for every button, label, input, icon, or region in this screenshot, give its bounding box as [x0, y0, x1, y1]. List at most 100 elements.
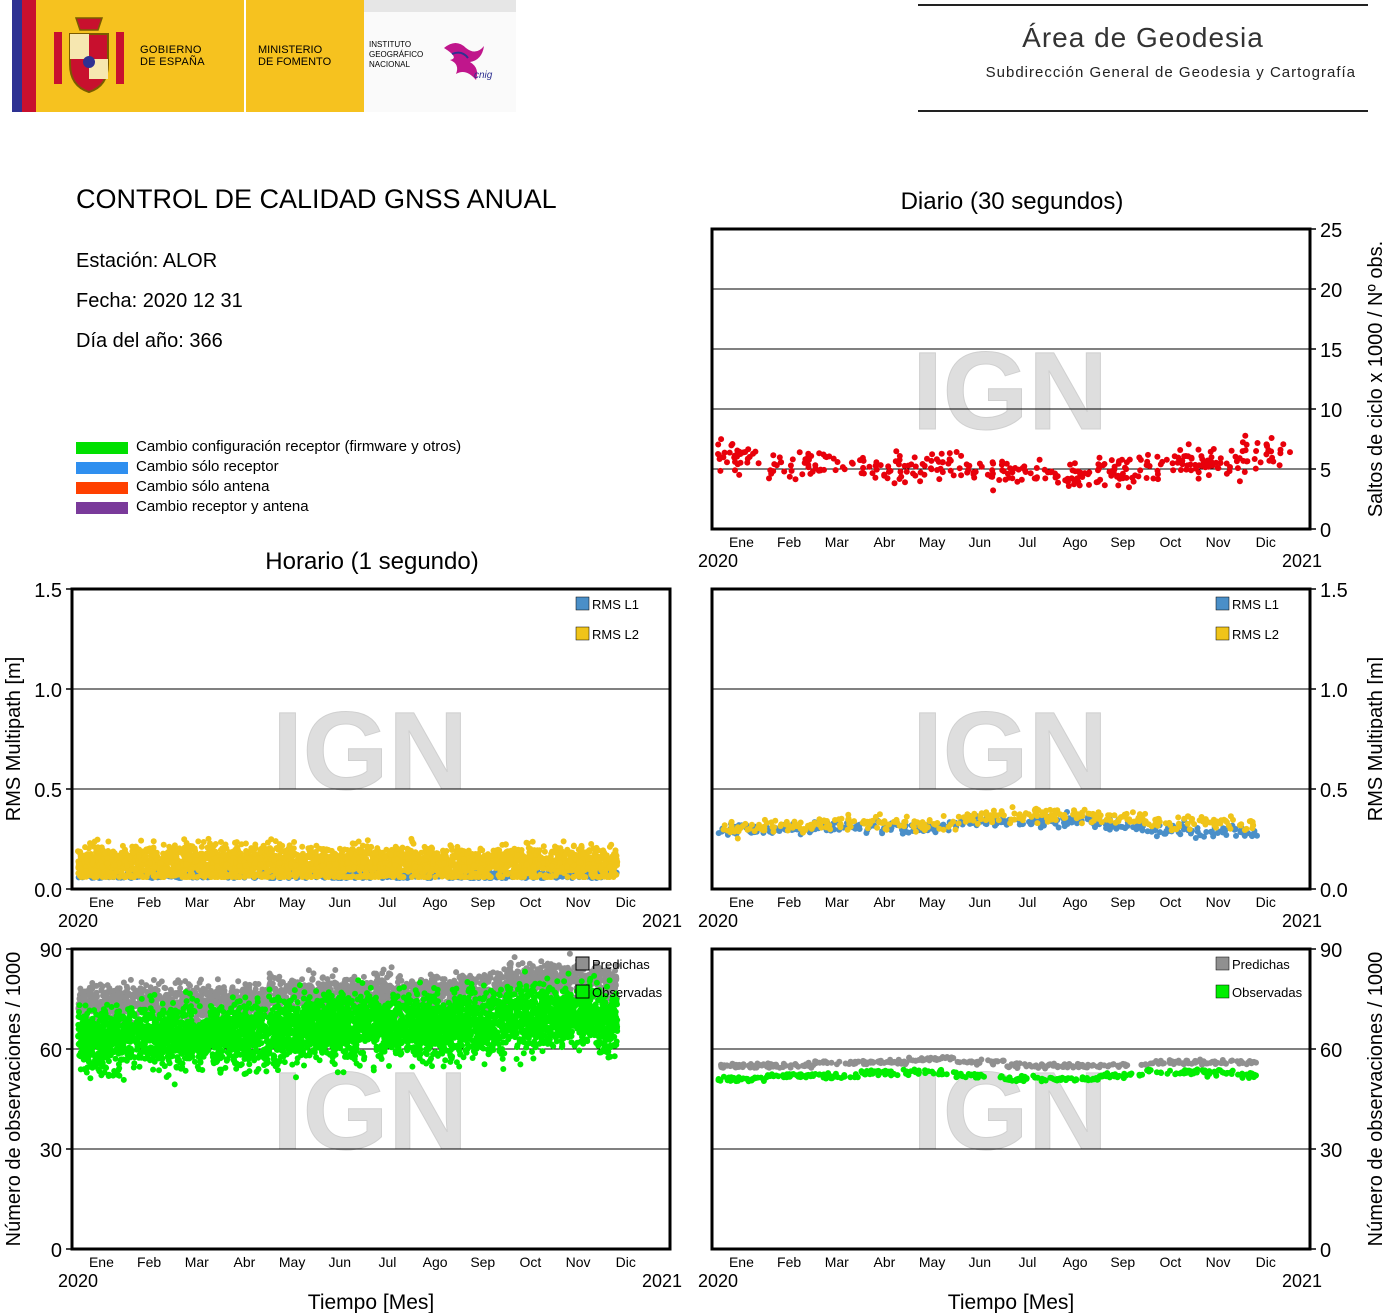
data-point — [251, 850, 258, 857]
data-point — [1002, 476, 1009, 483]
x-tick-label: Jun — [968, 534, 991, 550]
data-point — [746, 825, 753, 832]
data-point — [960, 814, 967, 821]
x-end-label: 2021 — [642, 911, 682, 931]
data-point — [132, 867, 139, 873]
data-point — [562, 851, 569, 858]
flag-stripe-red — [22, 0, 36, 112]
data-point — [274, 845, 281, 852]
data-point — [812, 462, 819, 469]
x-tick-label: Feb — [137, 894, 161, 910]
data-point — [272, 870, 279, 877]
data-point — [422, 874, 428, 880]
data-point — [754, 825, 761, 832]
data-point — [175, 863, 182, 870]
data-point — [1048, 816, 1055, 823]
ministerio-line-2: DE FOMENTO — [258, 56, 332, 68]
data-point — [504, 851, 511, 858]
ign-logo-box — [364, 0, 516, 112]
data-point — [891, 480, 898, 487]
data-point — [181, 836, 188, 843]
data-point — [989, 459, 996, 466]
data-point — [1185, 441, 1192, 448]
data-point — [1169, 460, 1176, 467]
data-point — [527, 852, 534, 859]
data-point — [1268, 435, 1275, 441]
data-point — [1257, 459, 1264, 466]
cnig-logo-icon: cnig — [444, 43, 493, 81]
ign-watermark: IGN — [272, 690, 468, 813]
data-point — [1218, 817, 1225, 824]
data-point — [394, 845, 401, 852]
data-point — [292, 862, 299, 869]
x-tick-label: Mar — [185, 1254, 209, 1270]
data-point — [209, 851, 216, 857]
data-point — [570, 874, 577, 880]
x-tick-label: Jun — [968, 894, 991, 910]
data-point — [978, 810, 985, 817]
data-point — [796, 449, 803, 456]
data-point — [1155, 815, 1162, 822]
legend-label: RMS L2 — [1232, 627, 1279, 642]
y-tick-label: 15 — [1320, 340, 1342, 362]
data-point — [173, 854, 180, 861]
x-tick-label: Jul — [1018, 534, 1036, 550]
data-point — [477, 845, 484, 852]
data-point — [1242, 432, 1249, 439]
data-point — [1138, 825, 1145, 832]
data-point — [805, 822, 811, 829]
data-point — [772, 817, 779, 824]
data-point — [781, 468, 788, 475]
y-tick-label: 0.0 — [34, 880, 62, 902]
data-point — [138, 837, 145, 844]
data-point — [815, 467, 822, 474]
data-point — [308, 874, 315, 880]
data-point — [461, 864, 468, 871]
data-point — [1079, 809, 1086, 816]
data-point — [1208, 459, 1215, 466]
data-point — [595, 857, 602, 864]
hourly-section-title: Horario (1 segundo) — [265, 548, 479, 575]
data-point — [326, 863, 333, 869]
instituto-line-2: GEOGRÁFICO — [369, 50, 424, 59]
data-point — [127, 873, 134, 880]
data-point — [469, 870, 476, 877]
area-subtitle: Subdirección General de Geodesia y Carto… — [985, 64, 1356, 81]
data-point — [576, 858, 583, 865]
data-point — [978, 463, 985, 470]
data-point — [557, 859, 563, 866]
x-tick-label: Nov — [1206, 534, 1231, 550]
data-point — [860, 457, 867, 464]
ministerio-line-1: MINISTERIO — [258, 44, 323, 56]
x-tick-label: Abr — [234, 1254, 256, 1270]
data-point — [1101, 482, 1108, 489]
data-point — [564, 863, 570, 870]
x-tick-label: Mar — [825, 534, 849, 550]
data-point — [744, 459, 751, 466]
data-point — [1159, 458, 1166, 465]
data-point — [1251, 456, 1258, 462]
data-point — [611, 858, 618, 865]
data-point — [528, 874, 535, 880]
data-point — [1187, 461, 1194, 468]
data-point — [1243, 458, 1250, 465]
x-tick-label: May — [279, 894, 305, 910]
data-point — [832, 467, 839, 474]
data-point — [945, 460, 952, 467]
data-point — [162, 866, 169, 873]
instituto-line-1: INSTITUTO — [369, 40, 412, 49]
data-point — [511, 845, 518, 852]
data-point — [224, 873, 231, 880]
data-point — [947, 821, 954, 828]
data-point — [921, 471, 928, 478]
data-point — [903, 813, 910, 820]
data-point — [1012, 465, 1019, 471]
data-point — [939, 459, 946, 466]
data-point — [535, 861, 542, 868]
data-point — [1192, 465, 1199, 472]
data-point — [105, 869, 112, 876]
data-point — [866, 463, 873, 470]
x-tick-label: Dic — [1256, 894, 1276, 910]
data-point — [232, 839, 238, 846]
data-point — [198, 850, 205, 857]
